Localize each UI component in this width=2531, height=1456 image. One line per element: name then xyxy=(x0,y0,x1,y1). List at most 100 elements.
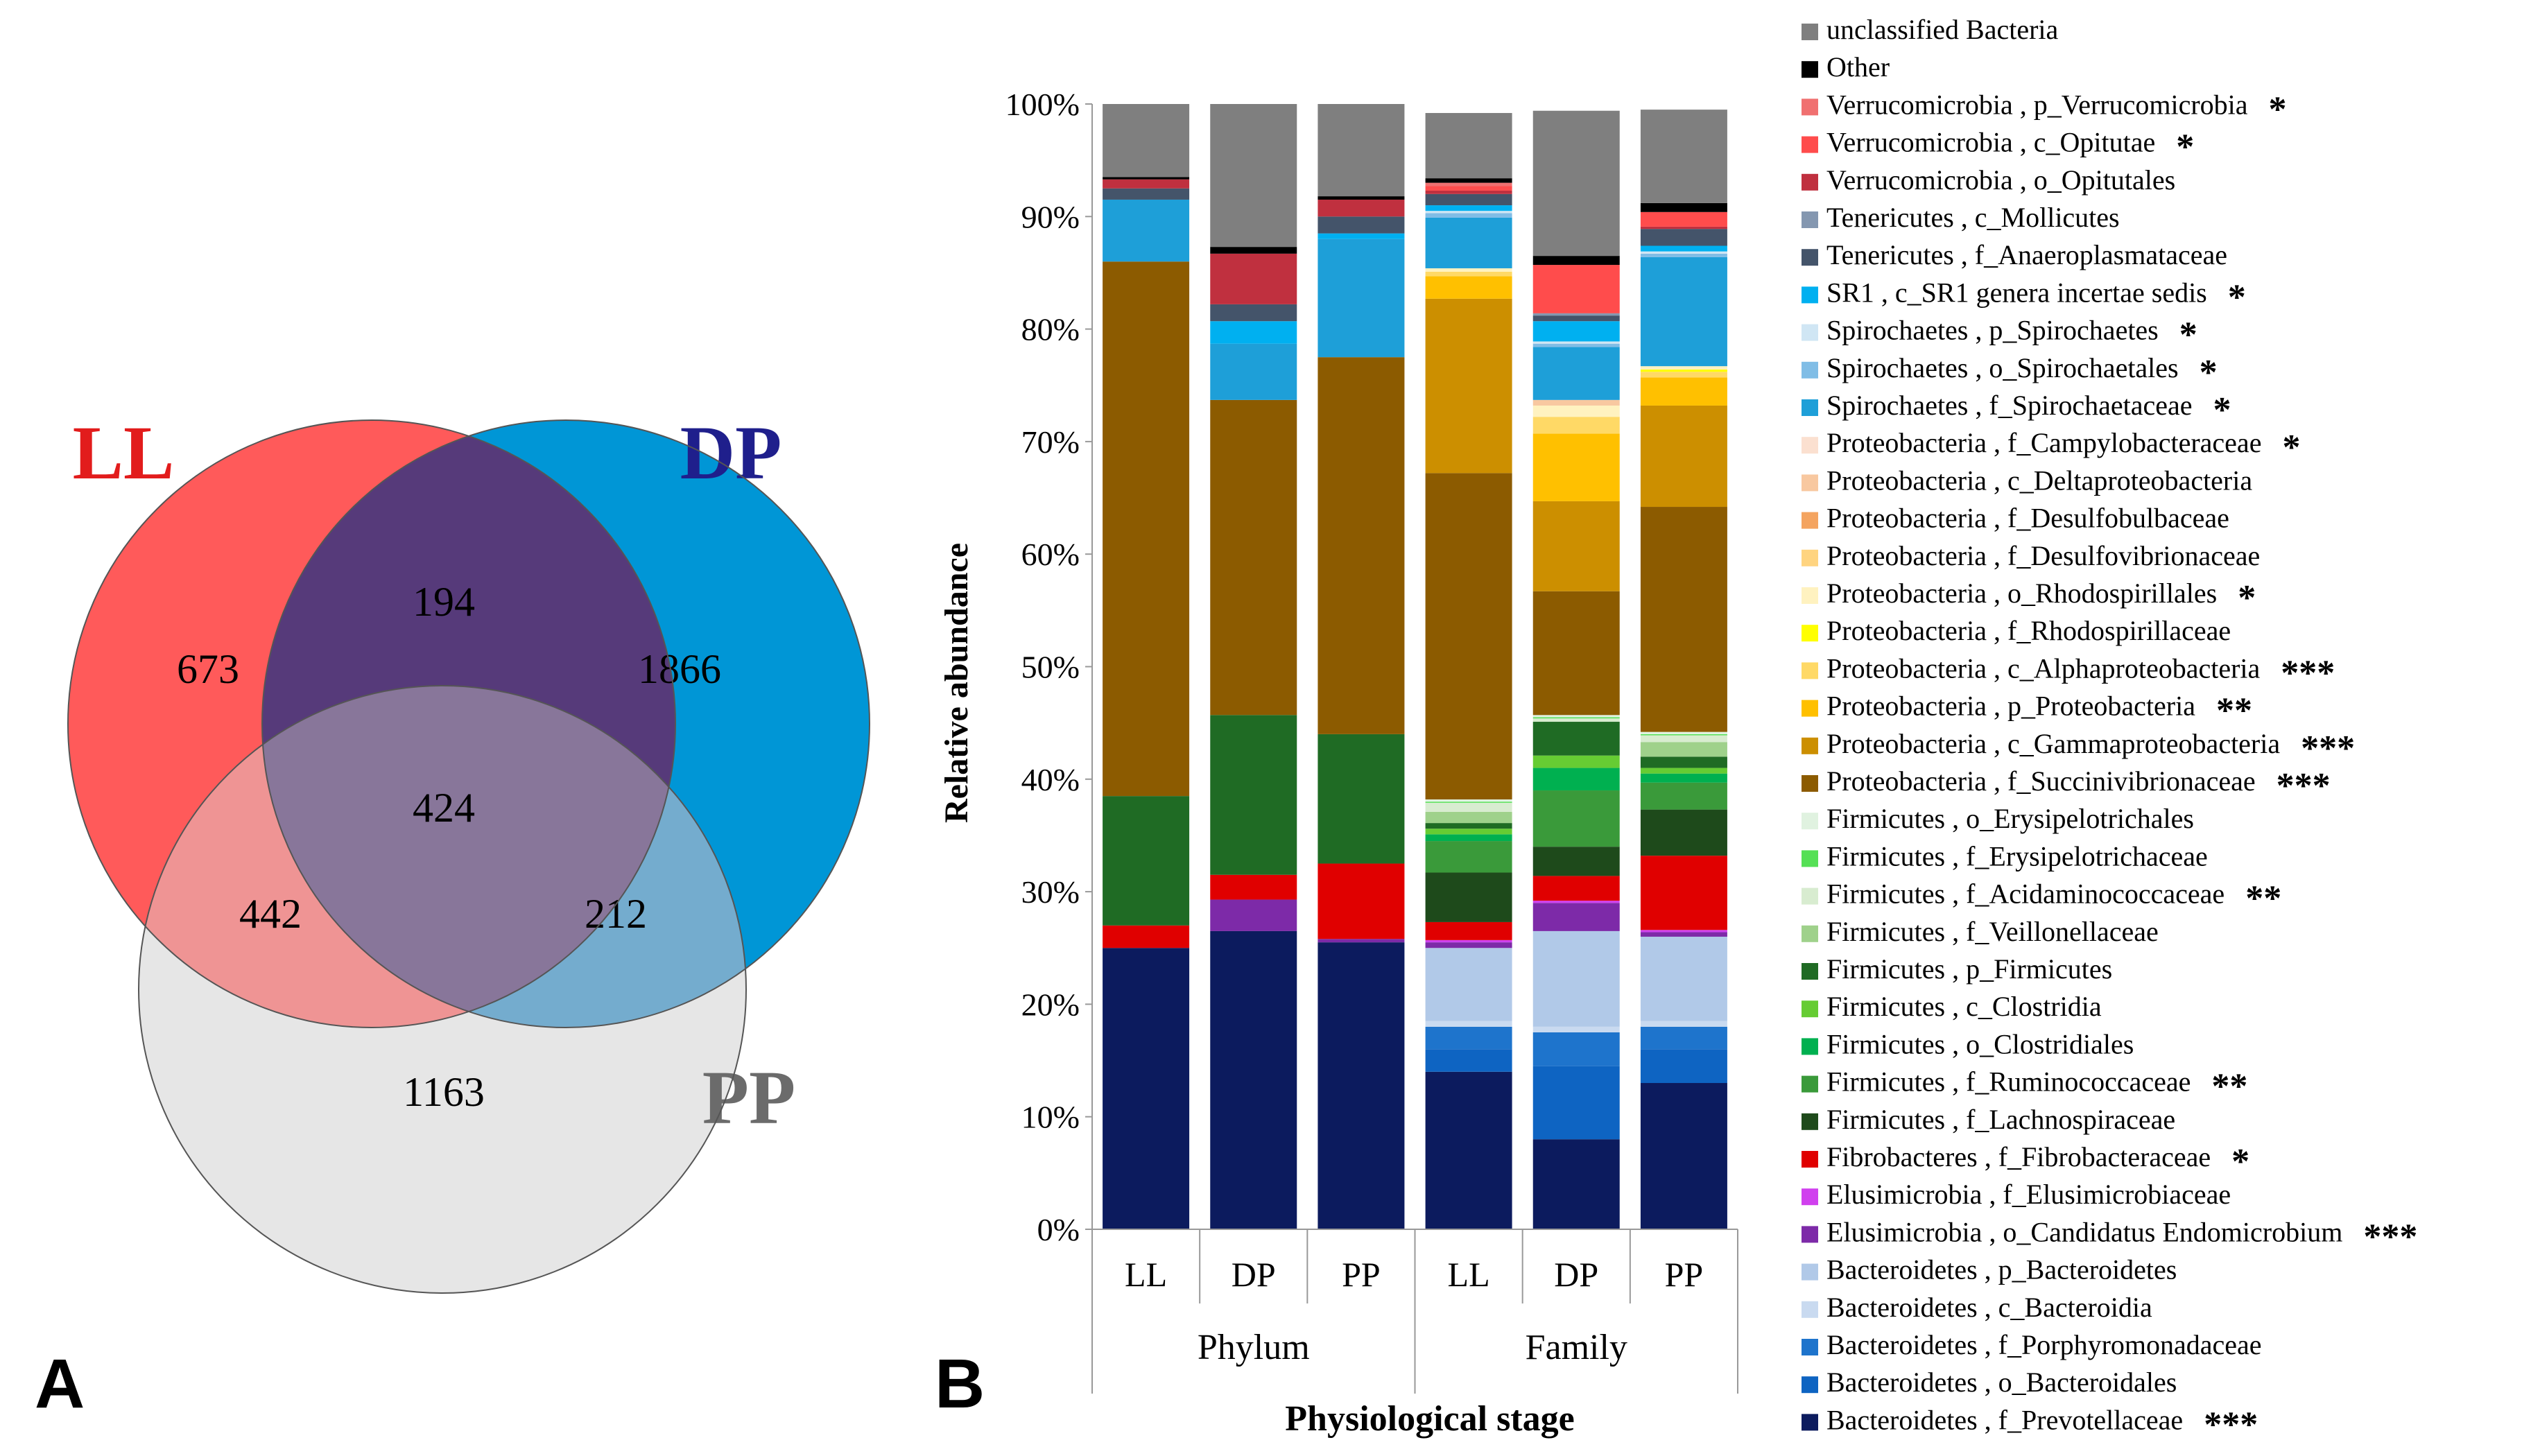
bar-segment xyxy=(1640,756,1727,768)
bar-segment xyxy=(1640,245,1727,252)
bar-segment xyxy=(1532,256,1620,266)
legend-significance: * xyxy=(2228,277,2246,317)
bar-segment xyxy=(1640,202,1727,212)
bar-segment xyxy=(1532,321,1620,342)
bar-segment xyxy=(1425,841,1512,873)
bar-segment xyxy=(1425,802,1512,812)
legend-label: Firmicutes , f_Veillonellaceae xyxy=(1826,916,2159,947)
y-tick-label: 30% xyxy=(1021,874,1080,910)
x-tick-label: PP xyxy=(1665,1255,1704,1294)
x-tick-label: DP xyxy=(1232,1255,1276,1294)
x-tick-label: DP xyxy=(1554,1255,1598,1294)
venn-count-all: 424 xyxy=(413,785,475,831)
legend-swatch xyxy=(1802,1339,1818,1355)
bar-segment xyxy=(1425,872,1512,922)
bar-segment xyxy=(1532,901,1620,903)
venn-count-pp-only: 1163 xyxy=(403,1069,485,1115)
legend-label: Proteobacteria , c_Alphaproteobacteria xyxy=(1826,652,2261,684)
legend-label: Verrucomicrobia , c_Opitutae xyxy=(1826,127,2155,158)
bar-segment xyxy=(1640,370,1727,372)
legend-swatch xyxy=(1802,136,1818,153)
legend-swatch xyxy=(1802,737,1818,754)
legend-swatch xyxy=(1802,399,1818,416)
bar-segment xyxy=(1640,768,1727,774)
bar-segment xyxy=(1532,847,1620,876)
y-tick-label: 70% xyxy=(1021,424,1080,460)
y-axis: 0% 10% 20% 30% 40% 50% 60% 70% 80% 90% 100% xyxy=(1005,87,1093,1247)
legend-label: Spirochaetes , o_Spirochaetales xyxy=(1826,352,2179,383)
bar-segment xyxy=(1318,734,1405,864)
legend-swatch xyxy=(1802,437,1818,454)
venn-diagram: LL DP PP 673 1866 1163 194 442 212 424 A xyxy=(35,410,870,1423)
bar-segment xyxy=(1318,939,1405,943)
legend-label: Proteobacteria , f_Desulfovibrionaceae xyxy=(1826,540,2260,571)
bar-segment xyxy=(1532,768,1620,791)
y-axis-label: Relative abundance xyxy=(938,543,975,823)
bar-segment xyxy=(1640,742,1727,757)
legend-label: Firmicutes , o_Erysipelotrichales xyxy=(1826,803,2194,834)
bar-segment xyxy=(1425,1071,1512,1229)
bar-segment xyxy=(1640,734,1727,736)
legend-label: Proteobacteria , f_Rhodospirillaceae xyxy=(1826,615,2231,646)
legend-label: Tenericutes , f_Anaeroplasmataceae xyxy=(1826,239,2227,270)
legend-swatch xyxy=(1802,324,1818,341)
legend-significance: *** xyxy=(2363,1217,2417,1256)
legend-label: Bacteroidetes , p_Bacteroidetes xyxy=(1826,1254,2177,1285)
bar-segment xyxy=(1640,1021,1727,1027)
bars xyxy=(1103,104,1727,1229)
legend-significance: *** xyxy=(2277,766,2331,806)
bar-segment xyxy=(1532,903,1620,931)
bar-segment xyxy=(1640,1049,1727,1084)
bar-segment xyxy=(1532,717,1620,719)
legend-label: Proteobacteria , o_Rhodospirillales xyxy=(1826,578,2217,609)
venn-outline xyxy=(138,685,747,1294)
bar-segment xyxy=(1640,809,1727,856)
bar-segment xyxy=(1640,782,1727,810)
legend-swatch xyxy=(1802,249,1818,266)
bar-segment xyxy=(1425,186,1512,191)
bar-segment xyxy=(1640,253,1727,257)
legend-swatch xyxy=(1802,361,1818,379)
bar-segment xyxy=(1318,357,1405,734)
bar-segment xyxy=(1210,399,1297,716)
bar-segment xyxy=(1210,321,1297,344)
venn-outline xyxy=(261,419,870,1028)
legend-label: Elusimicrobia , f_Elusimicrobiaceae xyxy=(1826,1179,2231,1210)
x-tick-label: PP xyxy=(1342,1255,1381,1294)
bar-segment xyxy=(1532,1032,1620,1066)
bar-segment xyxy=(1425,473,1512,800)
bar-segment xyxy=(1425,217,1512,268)
legend-swatch xyxy=(1802,963,1818,980)
x-group-label: Phylum xyxy=(1198,1328,1310,1367)
bar-segment xyxy=(1532,591,1620,716)
legend-swatch xyxy=(1802,98,1818,116)
bar-segment xyxy=(1210,930,1297,1229)
legend-swatch xyxy=(1802,1075,1818,1093)
bar-segment xyxy=(1425,823,1512,829)
bar-segment xyxy=(1103,179,1190,189)
bar-segment xyxy=(1532,341,1620,344)
bar-segment xyxy=(1532,930,1620,1027)
legend-significance: ** xyxy=(2211,1067,2247,1107)
legend-label: Spirochaetes , f_Spirochaetaceae xyxy=(1826,390,2193,421)
x-group-label: Family xyxy=(1526,1328,1627,1367)
y-tick-label: 20% xyxy=(1021,987,1080,1022)
bar-segment xyxy=(1210,715,1297,875)
legend-label: Firmicutes , f_Ruminococcaceae xyxy=(1826,1066,2191,1098)
bar-segment xyxy=(1532,790,1620,847)
legend-significance: * xyxy=(2231,1142,2249,1181)
y-tick-label: 90% xyxy=(1021,199,1080,234)
legend-significance: * xyxy=(2238,578,2256,618)
bar-segment xyxy=(1425,213,1512,218)
legend-significance: * xyxy=(2179,315,2197,355)
bar-segment xyxy=(1425,1049,1512,1072)
bar-segment xyxy=(1103,177,1190,180)
legend-significance: * xyxy=(2200,353,2218,392)
legend-label: Firmicutes , c_Clostridia xyxy=(1826,991,2102,1022)
bar-segment xyxy=(1425,112,1512,179)
legend-significance: * xyxy=(2282,428,2300,467)
bar-segment xyxy=(1425,942,1512,948)
bar-segment xyxy=(1640,731,1727,734)
legend-label: Proteobacteria , f_Succinivibrionaceae xyxy=(1826,765,2256,797)
legend-significance: *** xyxy=(2204,1405,2258,1444)
